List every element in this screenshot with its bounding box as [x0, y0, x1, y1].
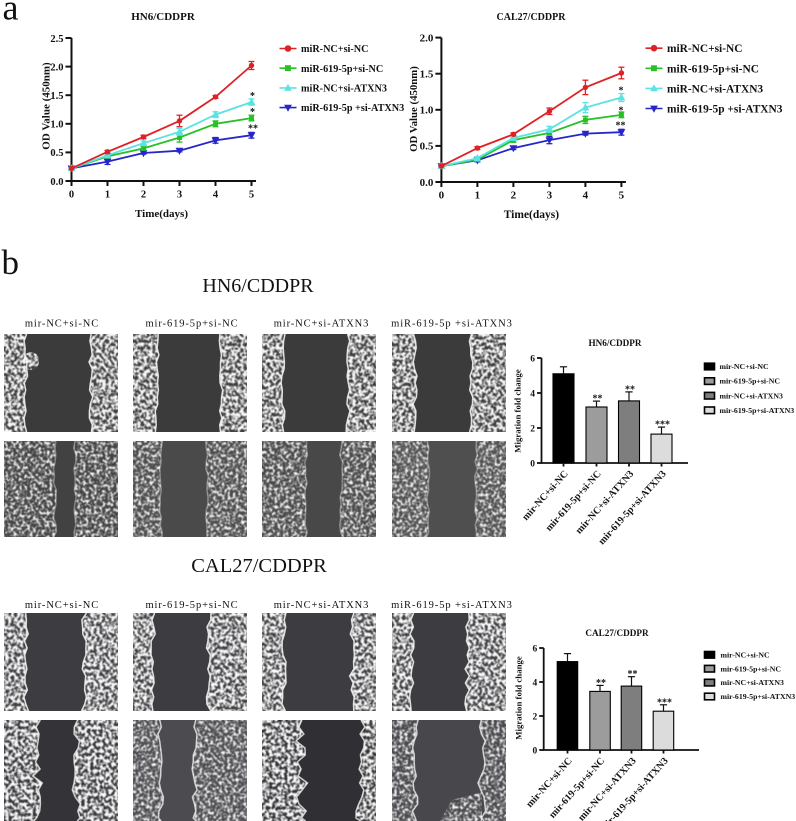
svg-text:2: 2	[141, 190, 146, 201]
svg-text:**: **	[625, 384, 635, 395]
svg-text:2.0: 2.0	[50, 62, 63, 73]
svg-text:2: 2	[511, 190, 517, 202]
svg-text:0.0: 0.0	[50, 177, 63, 188]
svg-text:miR-619-5p +si-ATXN3: miR-619-5p +si-ATXN3	[391, 600, 513, 611]
svg-text:mir-619-5p+si-NC: mir-619-5p+si-NC	[721, 664, 782, 673]
svg-text:0.5: 0.5	[50, 148, 63, 159]
svg-text:miR-NC+si-NC: miR-NC+si-NC	[301, 44, 369, 55]
svg-text:mir-NC+si-NC: mir-NC+si-NC	[25, 319, 99, 330]
svg-text:1: 1	[475, 190, 481, 202]
svg-text:4: 4	[583, 190, 589, 202]
svg-text:mir-619-5p+si-NC: mir-619-5p+si-NC	[547, 756, 607, 821]
svg-text:0.0: 0.0	[420, 177, 434, 189]
svg-text:**: **	[593, 394, 603, 405]
svg-text:miR-619-5p+si-NC: miR-619-5p+si-NC	[667, 63, 759, 75]
svg-text:5: 5	[619, 190, 625, 202]
svg-text:0.5: 0.5	[420, 141, 434, 153]
svg-text:mir-619-5p+si-ATXN3: mir-619-5p+si-ATXN3	[721, 692, 796, 701]
svg-text:miR-619-5p +si-ATXN3: miR-619-5p +si-ATXN3	[667, 104, 783, 116]
svg-text:Migration fold change: Migration fold change	[514, 656, 524, 740]
svg-text:***: ***	[655, 420, 670, 431]
svg-text:1.0: 1.0	[420, 105, 434, 117]
svg-text:2.5: 2.5	[50, 34, 63, 45]
svg-text:mir-NC+si-NC: mir-NC+si-NC	[25, 600, 99, 611]
svg-text:4: 4	[530, 389, 535, 399]
svg-text:0: 0	[530, 459, 535, 469]
svg-text:*: *	[619, 86, 624, 97]
svg-text:*: *	[619, 106, 624, 117]
svg-text:mir-619-5p+si-NC: mir-619-5p+si-NC	[145, 600, 238, 611]
svg-text:Time(days): Time(days)	[504, 209, 560, 221]
svg-text:***: ***	[657, 697, 672, 708]
svg-text:OD Value (450nm): OD Value (450nm)	[41, 62, 53, 150]
svg-text:CAL27/CDDPR: CAL27/CDDPR	[497, 12, 567, 23]
svg-text:mir-NC+si-ATXN3: mir-NC+si-ATXN3	[274, 600, 370, 611]
svg-text:3: 3	[547, 190, 553, 202]
svg-text:mir-NC+si-ATXN3: mir-NC+si-ATXN3	[574, 469, 637, 537]
svg-text:CAL27/CDDPR: CAL27/CDDPR	[191, 555, 327, 577]
svg-text:*: *	[250, 107, 255, 118]
svg-text:2: 2	[530, 424, 535, 434]
svg-text:miR-NC+si-ATXN3: miR-NC+si-ATXN3	[667, 83, 763, 95]
svg-text:mir-NC+si-ATXN3: mir-NC+si-ATXN3	[721, 678, 784, 687]
svg-text:1.0: 1.0	[50, 120, 63, 131]
svg-text:mir-NC+si-NC: mir-NC+si-NC	[720, 362, 770, 371]
svg-text:*: *	[250, 91, 255, 102]
svg-text:miR-619-5p +si-ATXN3: miR-619-5p +si-ATXN3	[301, 103, 404, 114]
svg-text:miR-NC+si-NC: miR-NC+si-NC	[667, 43, 742, 55]
svg-text:3: 3	[177, 190, 182, 201]
svg-text:HN6/CDDPR: HN6/CDDPR	[202, 275, 314, 297]
svg-text:5: 5	[249, 190, 254, 201]
svg-text:mir-NC+si-ATXN3: mir-NC+si-ATXN3	[274, 319, 370, 330]
svg-text:HN6/CDDPR: HN6/CDDPR	[131, 11, 196, 23]
svg-text:0: 0	[532, 746, 537, 756]
svg-text:miR-619-5p+si-NC: miR-619-5p+si-NC	[301, 64, 383, 75]
svg-text:0: 0	[439, 190, 445, 202]
svg-text:mir-619-5p+si-NC: mir-619-5p+si-NC	[720, 377, 781, 386]
svg-text:mir-NC+si-ATXN3: mir-NC+si-ATXN3	[720, 391, 783, 400]
svg-text:b: b	[2, 243, 20, 282]
svg-text:**: **	[628, 669, 638, 680]
svg-text:1: 1	[105, 190, 110, 201]
svg-text:Time(days): Time(days)	[135, 208, 188, 220]
svg-text:mir-NC+si-NC: mir-NC+si-NC	[721, 650, 771, 659]
svg-text:4: 4	[532, 678, 537, 688]
svg-text:mir-619-5p+si-ATXN3: mir-619-5p+si-ATXN3	[720, 406, 795, 415]
svg-text:**: **	[596, 678, 606, 689]
svg-text:6: 6	[532, 644, 537, 654]
svg-text:mir-NC+si-ATXN3: mir-NC+si-ATXN3	[576, 756, 639, 821]
svg-text:a: a	[3, 0, 19, 28]
svg-text:**: **	[616, 121, 626, 132]
svg-text:0: 0	[69, 190, 74, 201]
svg-text:Migration fold change: Migration fold change	[513, 369, 523, 453]
svg-text:4: 4	[213, 190, 219, 201]
svg-text:miR-NC+si-ATXN3: miR-NC+si-ATXN3	[301, 84, 387, 95]
svg-text:OD Value (450nm): OD Value (450nm)	[408, 66, 420, 152]
svg-text:HN6/CDDPR: HN6/CDDPR	[588, 338, 641, 348]
svg-text:2.0: 2.0	[420, 32, 434, 44]
svg-text:**: **	[248, 124, 258, 135]
svg-text:6: 6	[530, 354, 535, 364]
svg-text:miR-619-5p +si-ATXN3: miR-619-5p +si-ATXN3	[391, 319, 513, 330]
svg-text:CAL27/CDDPR: CAL27/CDDPR	[585, 628, 649, 638]
svg-text:1.5: 1.5	[50, 91, 63, 102]
svg-text:1.5: 1.5	[420, 69, 434, 81]
svg-text:mir-619-5p+si-NC: mir-619-5p+si-NC	[145, 319, 238, 330]
svg-text:2: 2	[532, 712, 537, 722]
